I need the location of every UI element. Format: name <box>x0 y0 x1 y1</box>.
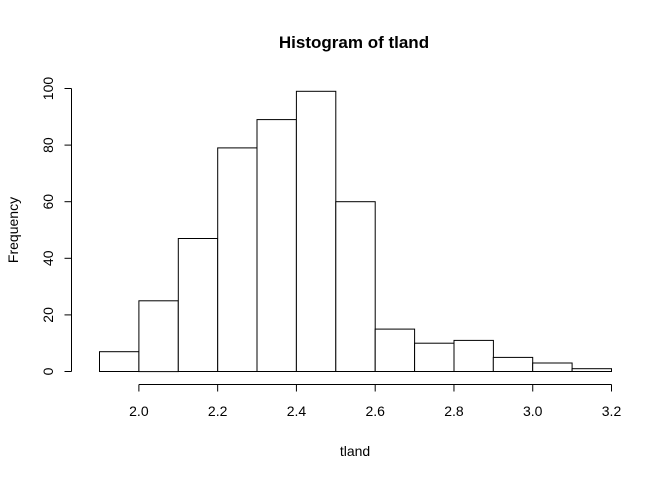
y-axis-label: Frequency <box>5 197 21 263</box>
x-axis: 2.0 2.2 2.4 2.6 2.8 3.0 3.2 <box>129 384 622 419</box>
histogram-bar <box>453 339 494 372</box>
y-tick-label: 100 <box>40 77 56 101</box>
histogram-bar <box>138 300 179 373</box>
bars-group <box>99 90 612 373</box>
y-tick-label: 0 <box>40 367 56 375</box>
chart-title: Histogram of tland <box>279 33 429 52</box>
histogram-bar <box>217 147 258 372</box>
histogram-bar <box>295 90 337 373</box>
x-axis-label: tland <box>340 443 370 459</box>
histogram-bar <box>532 362 573 372</box>
x-tick-label: 3.0 <box>523 403 543 419</box>
histogram-bar <box>414 342 455 373</box>
y-axis: 0 20 40 60 80 100 <box>40 77 72 375</box>
histogram-bar <box>177 238 219 372</box>
x-tick-label: 2.6 <box>365 403 385 419</box>
histogram-bar <box>374 328 416 373</box>
y-tick-label: 40 <box>40 250 56 266</box>
histogram-bar <box>335 201 376 372</box>
x-tick-label: 2.0 <box>129 403 149 419</box>
x-tick-label: 2.8 <box>444 403 464 419</box>
x-tick-label: 2.2 <box>208 403 228 419</box>
histogram-bar <box>492 356 534 372</box>
y-tick-label: 80 <box>40 137 56 153</box>
x-tick-label: 2.4 <box>287 403 307 419</box>
y-tick-label: 20 <box>40 307 56 323</box>
histogram-bar <box>99 351 140 373</box>
y-tick-label: 60 <box>40 194 56 210</box>
histogram-bar <box>256 119 297 372</box>
histogram-bar <box>571 368 612 373</box>
x-tick-label: 3.2 <box>602 403 622 419</box>
